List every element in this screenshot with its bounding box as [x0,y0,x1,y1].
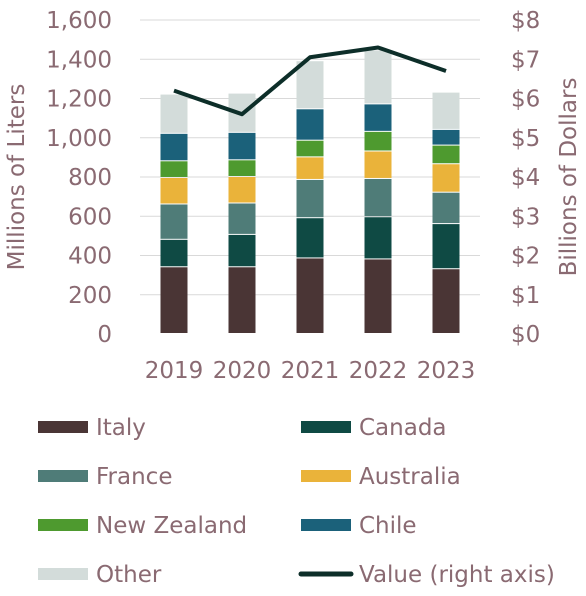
bar-segment-new-zealand [228,160,256,176]
legend-swatch [301,421,351,433]
legend-label: Value (right axis) [359,562,555,588]
bar-segment-chile [228,132,256,160]
bar-segment-france [432,192,460,224]
left-tick-label: 1,000 [46,126,112,152]
x-tick-label: 2022 [349,358,408,384]
bar-segment-chile [364,104,392,131]
bar-segment-italy [364,259,392,333]
bar-segment-canada [160,239,188,267]
legend-item: Other [38,562,162,588]
left-tick-label: 800 [68,165,112,191]
legend-label: Australia [359,464,461,490]
right-axis-ticks: $0 $1 $2 $3 $4 $5 $6 $7 $8 [511,8,540,348]
right-tick-label: $0 [511,322,540,348]
bar-segment-chile [296,109,324,140]
legend: Italy Canada France Australia New Zealand Chi… [38,415,555,588]
right-tick-label: $3 [511,204,540,230]
left-axis-title: Millions of Liters [4,84,30,271]
left-tick-label: 0 [97,322,112,348]
left-tick-label: 1,400 [46,47,112,73]
legend-swatch [301,470,351,482]
legend-item: Australia [301,464,461,490]
legend-label: France [96,464,172,490]
bar-segment-new-zealand [432,145,460,164]
left-tick-label: 400 [68,244,112,270]
legend-label: Chile [359,513,417,539]
right-tick-label: $7 [511,47,540,73]
legend-label: Other [96,562,162,588]
legend-item: Chile [301,513,417,539]
right-axis-title: Billions of Dollars [556,78,582,277]
bar-segment-italy [296,258,324,333]
bar-segment-france [296,179,324,218]
left-tick-label: 1,600 [46,8,112,34]
left-tick-label: 200 [68,283,112,309]
bar-segment-australia [364,151,392,178]
bar-segment-new-zealand [364,131,392,151]
legend-item: New Zealand [38,513,247,539]
bar-segment-france [364,178,392,217]
legend-item: Canada [301,415,447,441]
bar-segment-new-zealand [296,140,324,157]
bar-segment-france [228,203,256,234]
x-axis-ticks: 2019 2020 2021 2022 2023 [145,358,476,384]
bar-segment-new-zealand [160,161,188,177]
legend-swatch [38,421,88,433]
bar-segment-italy [160,267,188,333]
left-tick-label: 600 [68,204,112,230]
bar-segment-italy [432,269,460,333]
bar-segment-france [160,204,188,239]
bar-segment-chile [432,129,460,145]
bar-segment-canada [432,224,460,269]
legend-swatch [38,519,88,531]
right-tick-label: $2 [511,244,540,270]
value-line [173,45,447,117]
x-tick-label: 2021 [281,358,340,384]
x-tick-label: 2019 [145,358,204,384]
right-tick-label: $4 [511,165,540,191]
legend-swatch [301,519,351,531]
x-tick-label: 2020 [213,358,272,384]
legend-item: France [38,464,172,490]
legend-item: Italy [38,415,146,441]
bar-segment-canada [228,234,256,267]
bar-segment-other [364,50,392,104]
legend-swatch [38,470,88,482]
bar-segment-australia [228,177,256,203]
bar-segment-italy [228,267,256,333]
bar-segment-other [432,92,460,129]
bar-segment-australia [432,164,460,192]
right-tick-label: $1 [511,283,540,309]
bars [160,50,460,333]
bar-segment-australia [160,177,188,204]
bar-segment-other [296,61,324,109]
left-axis-ticks: 0 200 400 600 800 1,000 1,200 1,400 1,600 [46,8,112,348]
right-tick-label: $5 [511,126,540,152]
bar-segment-chile [160,133,188,161]
x-tick-label: 2023 [417,358,476,384]
legend-item: Value (right axis) [298,562,555,588]
right-tick-label: $8 [511,8,540,34]
bar-segment-canada [296,218,324,258]
legend-label: Canada [359,415,447,441]
bar-segment-canada [364,217,392,259]
bar-segment-australia [296,157,324,179]
bar-segment-other [160,94,188,133]
legend-label: Italy [96,415,146,441]
legend-label: New Zealand [96,513,247,539]
legend-swatch [38,568,88,580]
left-tick-label: 1,200 [46,87,112,113]
right-tick-label: $6 [511,87,540,113]
